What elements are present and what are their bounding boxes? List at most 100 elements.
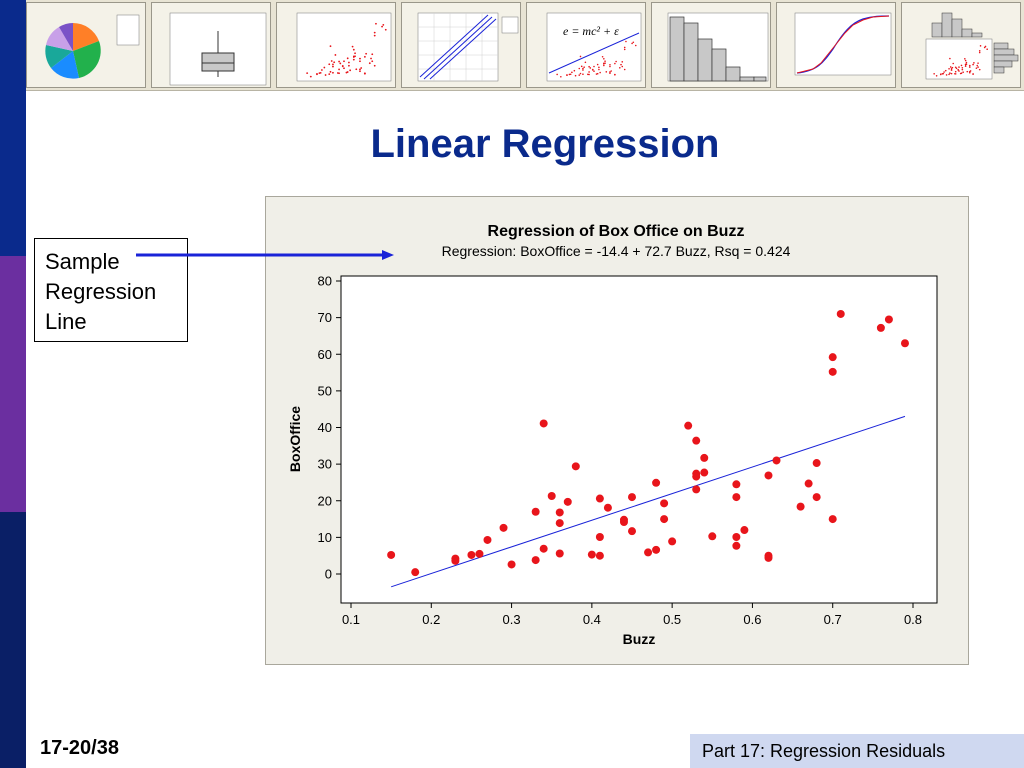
thumbnail-dot bbox=[964, 59, 967, 62]
scatterplot-thumbnail-svg bbox=[296, 12, 392, 82]
thumbnail-dot bbox=[979, 45, 982, 47]
thumbnail-dot bbox=[309, 75, 312, 78]
slide-number: 17-20/38 bbox=[40, 737, 119, 759]
thumbnail-dot bbox=[566, 74, 568, 76]
y-tick-label: 30 bbox=[318, 457, 332, 472]
thumbnail-dot bbox=[619, 67, 621, 69]
thumbnail-dot bbox=[605, 71, 608, 73]
data-point bbox=[451, 554, 460, 563]
data-point bbox=[644, 548, 653, 557]
thumbnail-dot bbox=[338, 68, 340, 71]
data-point bbox=[876, 323, 885, 332]
thumbnail-dot bbox=[948, 73, 950, 76]
thumbnail-dot bbox=[343, 67, 345, 70]
thumbnail-equation: e = mc² + ε bbox=[563, 24, 619, 38]
thumbnail-dot bbox=[621, 61, 624, 63]
thumbnail-dot bbox=[368, 62, 371, 65]
thumbnail-dot bbox=[556, 73, 558, 76]
thumbnail-dot bbox=[949, 66, 952, 68]
y-tick-label: 80 bbox=[318, 274, 332, 289]
thumbnail-dot bbox=[943, 71, 945, 73]
thumbnail-dot bbox=[958, 70, 960, 72]
thumbnail-dot bbox=[610, 70, 612, 72]
thumbnail-dot bbox=[354, 52, 356, 55]
y-tick-label: 0 bbox=[325, 567, 332, 582]
thumbnail-dot bbox=[944, 69, 947, 72]
data-point bbox=[732, 493, 741, 502]
thumbnail-dot bbox=[966, 70, 969, 73]
thumbnail-dot bbox=[375, 22, 377, 25]
data-point bbox=[475, 549, 484, 558]
thumbnail-dot bbox=[961, 68, 964, 71]
thumbnail-dot bbox=[371, 53, 374, 56]
thumbnail-dot bbox=[623, 48, 626, 51]
thumbnail-dot bbox=[320, 69, 323, 71]
thumbnail-dot bbox=[601, 55, 604, 58]
thumbnail-dot bbox=[359, 60, 361, 63]
data-point bbox=[563, 497, 572, 506]
marginal-plot-thumbnail-svg bbox=[925, 12, 1019, 80]
thumbnail-dot bbox=[950, 68, 953, 70]
thumbnail-dot bbox=[604, 60, 606, 62]
thumbnail-dot bbox=[615, 60, 617, 63]
page-title: Linear Regression bbox=[370, 122, 720, 166]
data-point bbox=[732, 533, 741, 542]
thumbnail-dot bbox=[363, 55, 366, 58]
thumbnail-dot bbox=[583, 66, 585, 68]
data-point bbox=[692, 472, 701, 481]
data-point bbox=[692, 485, 701, 494]
thumbnail-dot bbox=[588, 71, 590, 73]
x-tick-label: 0.7 bbox=[824, 612, 842, 627]
thumbnail-dot bbox=[373, 34, 376, 37]
data-point bbox=[387, 550, 396, 559]
thumbnail-dot bbox=[371, 60, 374, 63]
data-point bbox=[764, 553, 773, 562]
x-tick-label: 0.1 bbox=[342, 612, 360, 627]
thumbnail-dot bbox=[603, 58, 605, 60]
thumbnail-dot bbox=[384, 28, 387, 31]
thumbnail-dot bbox=[306, 72, 309, 74]
thumbnail-dot bbox=[593, 65, 595, 68]
thumbnail-dot bbox=[609, 71, 611, 73]
regression-plot-frame: Regression of Box Office on Buzz Regress… bbox=[265, 196, 969, 665]
thumbnail-dot bbox=[604, 62, 606, 64]
thumbnail-dot bbox=[965, 63, 968, 66]
thumbnail-dot bbox=[348, 64, 350, 67]
callout-line-1: Sample bbox=[45, 249, 120, 274]
data-points bbox=[387, 309, 909, 577]
thumbnail-dot bbox=[582, 73, 584, 75]
chart-title: Regression of Box Office on Buzz bbox=[488, 223, 745, 240]
thumbnail-dot bbox=[965, 61, 968, 64]
thumbnail-dot bbox=[579, 55, 582, 58]
thumbnail-dot bbox=[614, 74, 616, 76]
thumbnail-dot bbox=[933, 72, 935, 75]
thumbnail-dot bbox=[609, 65, 611, 68]
data-point bbox=[507, 560, 516, 569]
thumbnail-dot bbox=[359, 70, 361, 73]
thumbnail-dot bbox=[582, 69, 584, 71]
thumbnail-dot bbox=[363, 72, 366, 75]
thumbnail-dot bbox=[977, 62, 979, 64]
callout-line-2: Regression bbox=[45, 279, 157, 304]
callout-line-3: Line bbox=[45, 309, 87, 334]
thumbnail-dot bbox=[595, 73, 598, 75]
thumbnail-dot bbox=[973, 62, 975, 64]
data-point bbox=[764, 471, 773, 480]
data-point bbox=[539, 544, 548, 553]
thumbnail-dot bbox=[958, 66, 960, 68]
thumbnail-dot bbox=[950, 72, 953, 75]
thumbnail-dot bbox=[960, 64, 963, 67]
thumbnail-dot bbox=[632, 41, 635, 44]
thumbnail-dot bbox=[942, 72, 945, 75]
thumbnail-dot bbox=[596, 63, 599, 66]
thumbnail-dot bbox=[332, 71, 334, 74]
thumbnail-dot bbox=[329, 45, 332, 48]
thumbnail-dot bbox=[382, 23, 385, 26]
data-point bbox=[587, 550, 596, 559]
data-point bbox=[483, 535, 492, 544]
footer-label: Part 17: Regression Residuals bbox=[690, 734, 1024, 768]
x-tick-label: 0.4 bbox=[583, 612, 601, 627]
data-point bbox=[668, 537, 677, 546]
data-point bbox=[836, 309, 845, 318]
thumbnail-dot bbox=[571, 71, 573, 74]
